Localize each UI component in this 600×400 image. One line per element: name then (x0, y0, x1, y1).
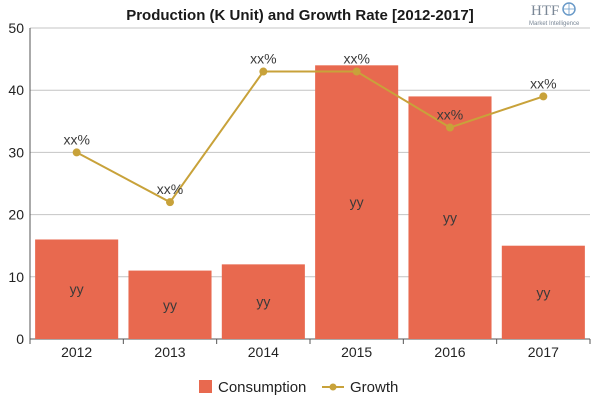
chart-title: Production (K Unit) and Growth Rate [201… (126, 7, 474, 24)
bar-consumption-2013 (128, 270, 212, 339)
x-tick-label: 2012 (61, 344, 92, 360)
bar-consumption-2014 (221, 264, 305, 339)
x-tick-label: 2013 (154, 344, 185, 360)
growth-point-2015 (352, 67, 361, 76)
bar-consumption-2015 (315, 65, 399, 339)
bar-data-label: yy (443, 210, 457, 226)
globe-meridian (563, 3, 575, 15)
y-tick-label: 40 (8, 82, 24, 98)
growth-data-label: xx% (437, 107, 463, 123)
bars (35, 65, 585, 339)
y-tick-label: 10 (8, 269, 24, 285)
growth-point-2017 (539, 92, 548, 101)
axes: 0 10 20 30 40 50 2012 2013 2014 2015 2016 2017 (8, 20, 591, 360)
growth-point-2014 (259, 67, 268, 76)
bar-data-label: yy (163, 297, 177, 313)
bar-consumption-2012 (35, 239, 119, 339)
y-tick-label: 20 (8, 207, 24, 223)
growth-point-2016 (446, 123, 454, 132)
y-tick-label: 0 (16, 331, 24, 347)
logo-subtext: Market Intelligence (529, 21, 580, 27)
y-tick-label: 50 (8, 20, 24, 36)
growth-data-label: xx% (157, 181, 183, 197)
growth-data-label: xx% (530, 75, 556, 91)
x-tick-label: 2014 (248, 344, 279, 360)
bar-data-label: yy (536, 284, 550, 300)
growth-data-label: xx% (343, 51, 369, 67)
bar-data-label: yy (70, 281, 84, 297)
legend-label-consumption: Consumption (218, 379, 306, 396)
legend: Consumption Growth (199, 379, 398, 396)
data-labels: yy yy yy yy yy yy xx% xx% xx% xx% xx% xx% (63, 51, 556, 313)
growth-line (76, 70, 544, 204)
legend-swatch-consumption (199, 380, 212, 393)
bar-consumption-2016 (408, 96, 492, 339)
logo-text: HTF (531, 3, 559, 19)
bar-consumption-2017 (501, 245, 585, 339)
bar-data-label: yy (256, 294, 270, 310)
growth-series (72, 67, 548, 207)
x-tick-label: 2015 (341, 344, 372, 360)
htf-logo: HTF Market Intelligence (529, 2, 580, 27)
legend-label-growth: Growth (350, 379, 398, 396)
legend-marker-growth (329, 383, 337, 391)
growth-point-2012 (72, 148, 81, 157)
x-tick-label: 2017 (528, 344, 559, 360)
growth-data-label: xx% (63, 131, 89, 147)
growth-data-label: xx% (250, 51, 276, 67)
x-tick-label: 2016 (434, 344, 465, 360)
growth-point-2013 (166, 198, 174, 207)
y-tick-label: 30 (8, 144, 24, 160)
bar-data-label: yy (350, 194, 364, 210)
